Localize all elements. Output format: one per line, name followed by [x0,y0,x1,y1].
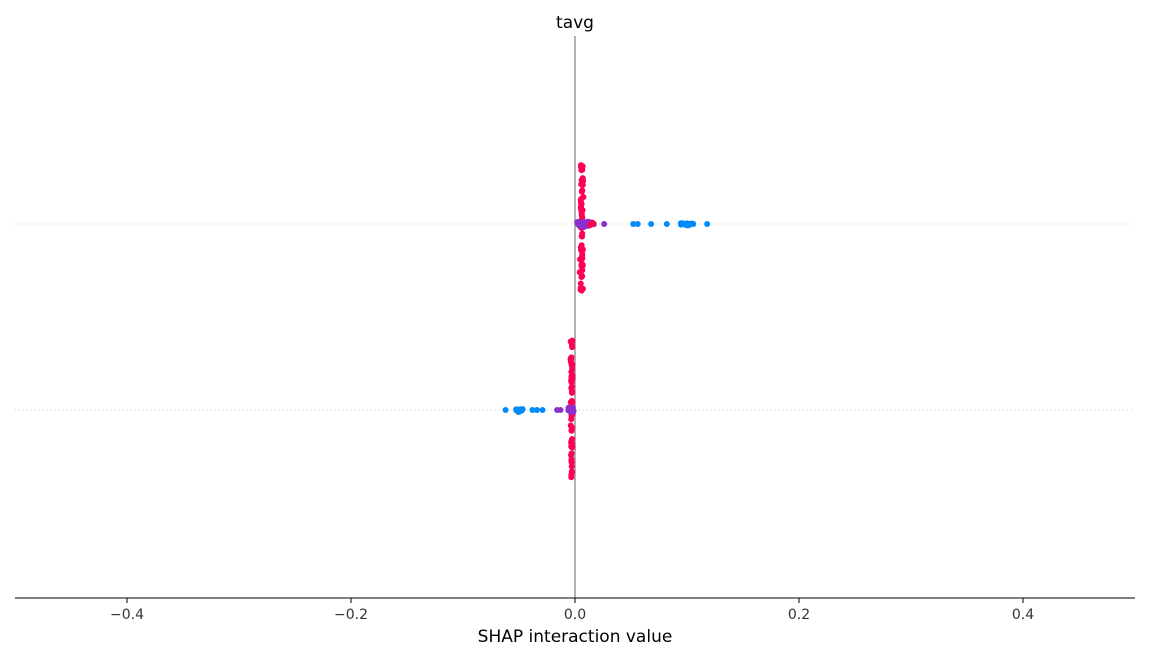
data-point [569,424,576,431]
data-point [529,407,536,413]
data-point [663,221,670,227]
data-point [578,203,585,210]
x-axis-label: SHAP interaction value [478,627,673,647]
data-point [630,221,637,227]
data-point [684,222,691,229]
data-point [568,439,575,446]
data-point [581,221,588,228]
data-point [677,221,684,228]
data-point [569,399,576,406]
data-point [589,220,596,227]
data-point [577,280,584,287]
data-point [568,354,575,361]
data-point [568,450,575,457]
x-tick-label: −0.4 [110,607,144,623]
data-point [539,407,546,413]
data-point [568,379,575,386]
data-point [578,274,585,281]
data-point [579,187,586,194]
data-point [569,344,576,351]
data-point [578,195,585,202]
data-point [502,407,509,413]
data-points [502,162,711,481]
data-point [648,221,655,227]
x-tick-label: 0.4 [1012,607,1034,623]
data-point [568,463,575,470]
x-tick-label: 0.2 [788,607,810,623]
data-point [533,407,540,413]
data-point [577,221,584,228]
data-point [634,221,641,227]
data-point [578,233,585,240]
data-point [578,167,585,174]
data-point [568,456,575,463]
data-point [578,181,585,188]
data-point [579,285,586,292]
data-point [578,242,585,249]
data-point [568,468,575,475]
data-point [569,366,576,373]
data-point [567,338,574,345]
x-axis-ticks: −0.4 −0.2 0.0 0.2 0.4 [110,598,1034,623]
x-tick-label: −0.2 [334,607,368,623]
data-point [569,361,576,368]
data-point [569,408,576,415]
data-point [554,407,561,413]
x-tick-label: 0.0 [564,607,586,623]
chart-title: tavg [556,13,594,33]
data-point [578,248,585,255]
data-point [577,268,584,275]
data-point [517,406,524,413]
data-point [704,221,711,227]
data-point [601,221,608,227]
data-point [577,256,584,263]
data-point [577,162,584,169]
